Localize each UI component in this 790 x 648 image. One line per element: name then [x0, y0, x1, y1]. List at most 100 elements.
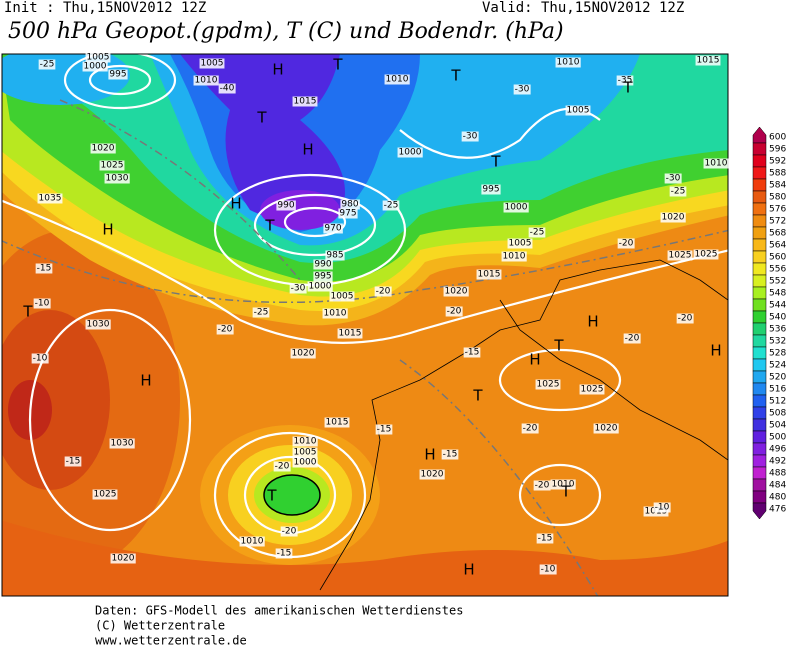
colorbar-label: 504 — [769, 421, 786, 431]
pressure-center: T — [622, 79, 633, 97]
temperature-label: -15 — [443, 450, 458, 460]
pressure-label: 1010 — [503, 252, 526, 262]
colorbar-label: 492 — [769, 457, 786, 467]
colorbar-label: 576 — [769, 205, 786, 215]
pressure-label: 1020 — [421, 470, 444, 480]
pressure-label: 1015 — [697, 56, 720, 66]
temperature-label: -15 — [66, 457, 81, 467]
pressure-label-box — [322, 308, 348, 319]
colorbar-label: 536 — [769, 325, 786, 335]
temperature-label-box — [375, 424, 393, 435]
pressure-label: 1030 — [111, 439, 134, 449]
pressure-label: 1025 — [101, 161, 124, 171]
colorbar-cell — [752, 394, 767, 408]
pressure-label: 1025 — [537, 380, 560, 390]
pressure-label: 990 — [277, 201, 294, 211]
temperature-label-box — [273, 461, 291, 472]
colorbar-label: 520 — [769, 373, 786, 383]
temperature-label: -15 — [465, 348, 480, 358]
pressure-label-box — [110, 553, 136, 564]
temperature-label: -30 — [515, 85, 530, 95]
pressure-center: T — [332, 56, 343, 74]
colorbar-cell — [752, 466, 767, 480]
temperature-label: -40 — [220, 84, 235, 94]
temperature-label-box — [252, 307, 270, 318]
colorbar-label: 596 — [769, 145, 786, 155]
pressure-label: 1005 — [331, 292, 354, 302]
pressure-label-box — [85, 52, 111, 63]
colorbar-label: 580 — [769, 193, 786, 203]
temperature-label-box — [461, 131, 479, 142]
pressure-label: 1010 — [386, 75, 409, 85]
pressure-label-box — [329, 291, 355, 302]
colorbar-label: 544 — [769, 301, 786, 311]
pressure-label: 970 — [324, 224, 341, 234]
temperature-label-box — [33, 298, 51, 309]
colorbar-label: 548 — [769, 289, 786, 299]
colorbar-cell — [752, 154, 767, 168]
colorbar-cell — [752, 406, 767, 420]
footer-line: www.wetterzentrale.de — [95, 634, 247, 648]
pressure-label: 1000 — [294, 458, 317, 468]
colorbar-cell — [752, 142, 767, 156]
pressure-center: H — [529, 351, 540, 369]
pressure-label-box — [535, 379, 561, 390]
pressure-label: 1020 — [445, 287, 468, 297]
colorbar-cell — [752, 190, 767, 204]
pressure-center: T — [490, 153, 501, 171]
colorbar-label: 476 — [769, 505, 786, 515]
pressure-label-box — [565, 105, 591, 116]
temperature-label: -20 — [678, 314, 693, 324]
pressure-label-box — [555, 57, 581, 68]
pressure-label-box — [292, 96, 318, 107]
pressure-label: 1025 — [94, 490, 117, 500]
colorbar-label: 516 — [769, 385, 786, 395]
pressure-label: 1010 — [294, 437, 317, 447]
pressure-center: T — [266, 487, 277, 505]
pressure-label: 985 — [326, 251, 343, 261]
pressure-label-box — [693, 249, 719, 260]
temperature-label: -25 — [254, 308, 269, 318]
temperature-label-box — [382, 200, 400, 211]
pressure-center: H — [230, 195, 241, 213]
pressure-label-box — [90, 143, 116, 154]
colorbar-label: 540 — [769, 313, 786, 323]
colorbar-cell — [752, 250, 767, 264]
pressure-label: 1020 — [595, 424, 618, 434]
temperature-label: -15 — [538, 534, 553, 544]
init-time: Init : Thu,15NOV2012 12Z — [4, 0, 206, 16]
temperature-label: -10 — [655, 503, 670, 513]
pressure-label: 1020 — [92, 144, 115, 154]
colorbar-cell — [752, 442, 767, 456]
pressure-label-box — [476, 269, 502, 280]
pressure-label-box — [660, 212, 686, 223]
temperature-label-box — [31, 353, 49, 364]
colorbar-cell — [752, 262, 767, 276]
pressure-label-box — [313, 271, 333, 282]
pressure-center: H — [302, 141, 313, 159]
pressure-center: T — [450, 67, 461, 85]
pressure-label-box — [85, 319, 111, 330]
pressure-center: H — [272, 61, 283, 79]
pressure-label: 1025 — [695, 250, 718, 260]
pressure-center: H — [140, 372, 151, 390]
pressure-label-box — [667, 250, 693, 261]
colorbar-cell — [752, 322, 767, 336]
colorbar-label: 528 — [769, 349, 786, 359]
temperature-label: -25 — [671, 187, 686, 197]
pressure-label-box — [579, 384, 605, 395]
temperature-label-box — [539, 564, 557, 575]
pressure-label: 1000 — [505, 203, 528, 213]
footer-line: Daten: GFS-Modell des amerikanischen Wet… — [95, 604, 463, 618]
pressure-label: 1010 — [557, 58, 580, 68]
temperature-label-box — [35, 263, 53, 274]
pressure-label-box — [307, 281, 333, 292]
pressure-label: 1030 — [106, 174, 129, 184]
pressure-label-box — [290, 348, 316, 359]
colorbar-label: 588 — [769, 169, 786, 179]
colorbar-cell — [752, 418, 767, 432]
colorbar-cell — [752, 214, 767, 228]
temperature-label-box — [513, 84, 531, 95]
pressure-label: 995 — [109, 70, 126, 80]
temperature-label: -20 — [275, 462, 290, 472]
